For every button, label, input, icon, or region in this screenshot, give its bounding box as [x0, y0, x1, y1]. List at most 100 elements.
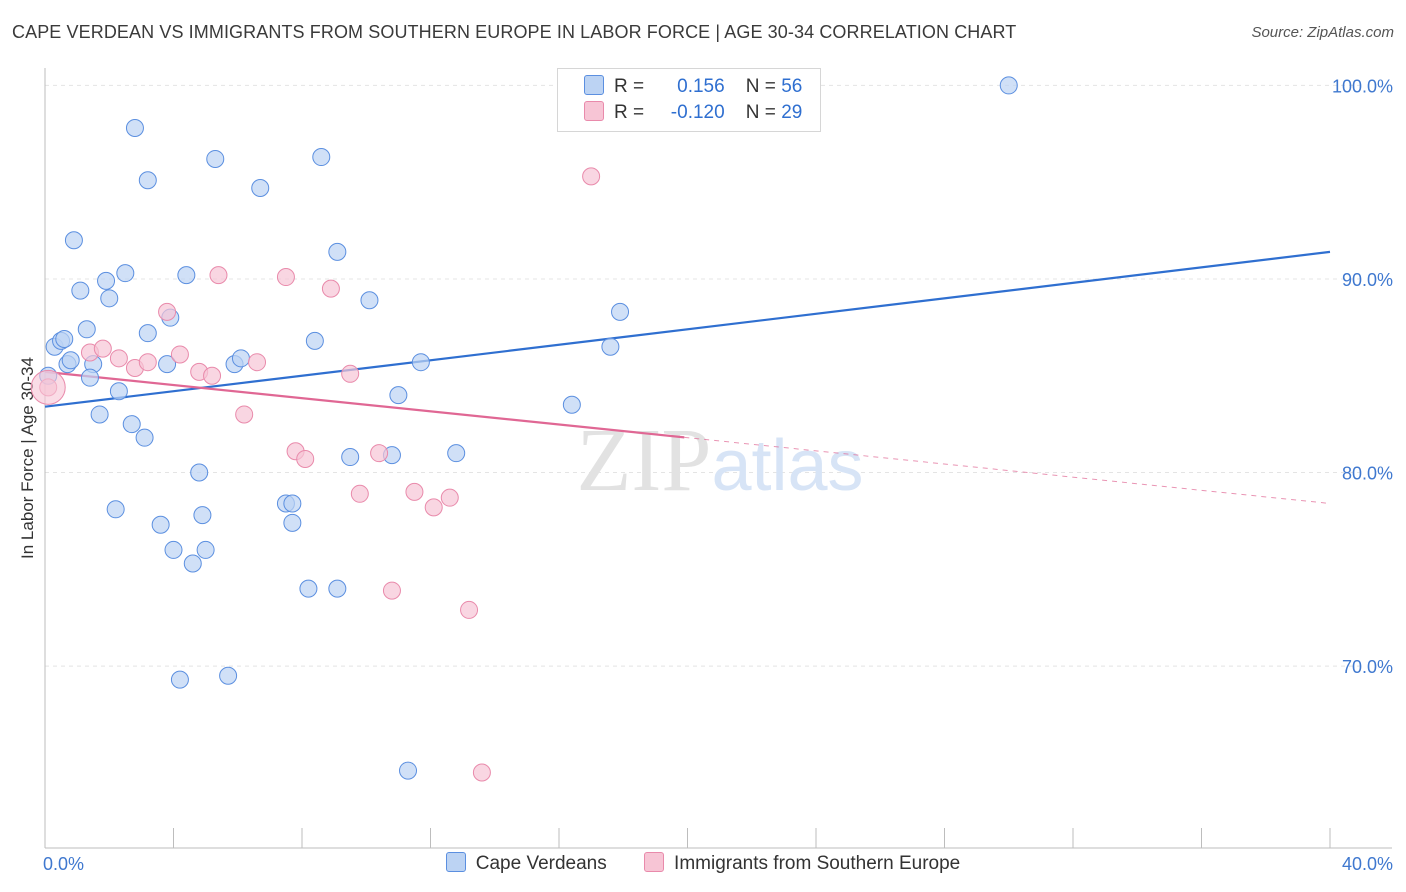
- point-immigrant: [138, 353, 157, 372]
- data-points: [30, 76, 1018, 782]
- point-cape-verdean: [196, 540, 215, 559]
- point-cape-verdean: [80, 368, 99, 387]
- axes: [44, 68, 1392, 849]
- trend-line-solid: [44, 370, 685, 439]
- point-cape-verdean: [106, 500, 125, 519]
- point-immigrant: [440, 488, 459, 507]
- point-cape-verdean: [135, 428, 154, 447]
- point-cape-verdean: [177, 266, 196, 285]
- point-cape-verdean: [312, 148, 331, 167]
- point-cape-verdean: [183, 554, 202, 573]
- point-cape-verdean: [109, 382, 128, 401]
- point-cape-verdean: [164, 540, 183, 559]
- point-cape-verdean: [328, 579, 347, 598]
- point-cape-verdean: [138, 171, 157, 190]
- y-tick-label: 100.0%: [1332, 76, 1393, 96]
- correlation-legend: R = 0.156 N = 56 R = -0.120 N = 29: [557, 68, 821, 132]
- point-cape-verdean: [999, 76, 1018, 95]
- point-cape-verdean: [158, 355, 177, 374]
- point-cape-verdean: [138, 324, 157, 343]
- point-immigrant: [460, 600, 479, 619]
- legend-r-label: R =: [614, 76, 645, 97]
- point-cape-verdean: [305, 331, 324, 350]
- trend-lines: [44, 250, 1331, 504]
- point-cape-verdean: [116, 264, 135, 283]
- point-cape-verdean: [283, 513, 302, 532]
- legend-label: Immigrants from Southern Europe: [674, 853, 961, 874]
- point-immigrant: [321, 279, 340, 298]
- point-immigrant: [170, 345, 189, 364]
- point-immigrant: [93, 339, 112, 358]
- point-cape-verdean: [193, 506, 212, 525]
- legend-swatch-blue: [584, 75, 604, 95]
- legend-r-value: 0.156: [677, 76, 725, 97]
- legend-n-value: 29: [781, 102, 803, 123]
- point-immigrant: [341, 364, 360, 383]
- watermark-atlas: atlas: [711, 426, 863, 506]
- point-cape-verdean: [64, 231, 83, 250]
- point-cape-verdean: [562, 395, 581, 414]
- legend-n-value: 56: [781, 76, 803, 97]
- x-tick-label: 0.0%: [43, 854, 84, 874]
- point-cape-verdean: [100, 289, 119, 308]
- point-cape-verdean: [611, 302, 630, 321]
- point-immigrant: [472, 763, 491, 782]
- watermark-zip: ZIP: [576, 411, 711, 510]
- point-cape-verdean: [170, 670, 189, 689]
- grid-lines: [45, 84, 1360, 667]
- point-cape-verdean: [399, 761, 418, 780]
- legend-swatch-pink: [644, 852, 665, 872]
- legend-label: Cape Verdeans: [475, 853, 607, 874]
- chart-source: Source: ZipAtlas.com: [1251, 24, 1394, 41]
- point-cape-verdean: [601, 337, 620, 356]
- point-cape-verdean: [283, 494, 302, 513]
- y-tick-label: 90.0%: [1342, 270, 1393, 290]
- point-cape-verdean: [55, 329, 74, 348]
- point-cape-verdean: [389, 386, 408, 405]
- point-cape-verdean: [341, 448, 360, 467]
- trend-line-dashed: [684, 436, 1331, 504]
- legend-n-label: N =: [745, 76, 776, 97]
- legend-swatch-blue: [445, 852, 466, 872]
- point-cape-verdean: [125, 119, 144, 137]
- watermark: ZIPatlas: [576, 411, 863, 510]
- point-immigrant: [582, 167, 601, 186]
- point-immigrant: [248, 353, 267, 372]
- legend-row-cape-verdeans: R = 0.156 N = 56: [584, 75, 802, 101]
- point-immigrant: [276, 268, 295, 287]
- point-immigrant: [235, 405, 254, 424]
- point-cape-verdean: [219, 666, 238, 685]
- point-immigrant: [109, 349, 128, 368]
- chart-title: CAPE VERDEAN VS IMMIGRANTS FROM SOUTHERN…: [12, 22, 1017, 42]
- point-cape-verdean: [360, 291, 379, 310]
- point-cape-verdean: [90, 405, 109, 424]
- trend-line-solid: [44, 250, 1331, 408]
- legend-row-immigrants: R = -0.120 N = 29: [584, 101, 802, 127]
- y-tick-label: 80.0%: [1342, 464, 1393, 484]
- legend-item-cape-verdeans: Cape Verdeans: [445, 852, 607, 875]
- point-cape-verdean: [97, 271, 116, 290]
- point-immigrant: [203, 366, 222, 385]
- point-immigrant: [382, 581, 401, 600]
- point-cape-verdean: [77, 320, 96, 339]
- legend-swatch-pink: [584, 101, 604, 121]
- point-immigrant: [209, 266, 228, 285]
- point-immigrant: [424, 498, 443, 517]
- point-immigrant: [350, 484, 369, 503]
- point-immigrant-large: [30, 369, 66, 405]
- point-cape-verdean: [122, 415, 141, 434]
- series-legend: Cape Verdeans Immigrants from Southern E…: [0, 852, 1406, 875]
- point-cape-verdean: [61, 351, 80, 370]
- point-cape-verdean: [190, 463, 209, 482]
- point-immigrant: [405, 482, 424, 501]
- x-tick-label: 40.0%: [1342, 854, 1393, 874]
- point-cape-verdean: [328, 242, 347, 261]
- x-tick-labels: 0.0% 40.0%: [43, 854, 1393, 874]
- point-cape-verdean: [151, 515, 170, 534]
- point-cape-verdean: [299, 579, 318, 598]
- legend-r-value: -0.120: [670, 102, 725, 123]
- y-tick-labels: 70.0% 80.0% 90.0% 100.0%: [1332, 76, 1393, 677]
- legend-item-immigrants: Immigrants from Southern Europe: [644, 852, 960, 875]
- point-cape-verdean: [206, 149, 225, 168]
